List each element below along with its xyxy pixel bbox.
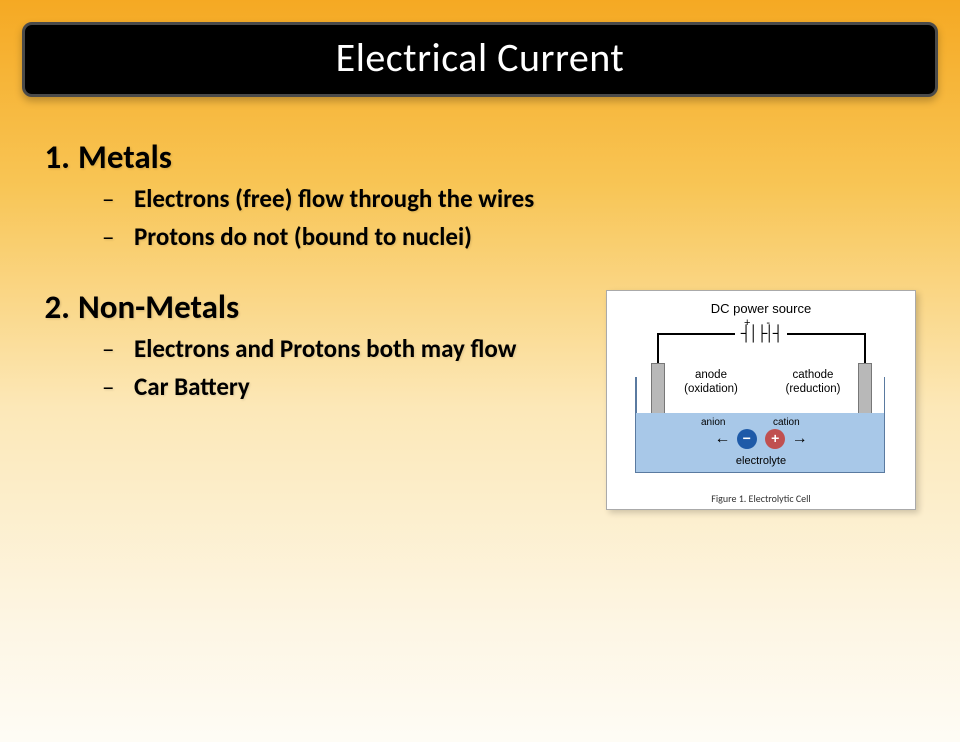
anode-label: anode (oxidation) [673,369,749,397]
arrow-left-icon: ← [714,430,730,447]
bullet-dash: – [102,333,134,365]
wire [657,333,735,335]
list-item: 1. Metals [30,137,570,177]
power-source-label: DC power source [615,301,907,316]
tank-wall [884,377,886,413]
tank-wall [635,377,637,413]
list-item: 2. Non-Metals [30,287,570,327]
anion-icon: − [737,429,757,449]
bullet-dash: – [102,371,134,403]
title-bar: Electrical Current [22,22,938,97]
wire [864,333,866,363]
sublist: – Electrons and Protons both may flow – … [102,333,570,403]
sublist-text: Car Battery [134,371,570,403]
bullet-dash: – [102,183,134,215]
sublist-item: – Car Battery [102,371,570,403]
sublist-text: Electrons and Protons both may flow [134,333,570,365]
list-heading: Non-Metals [78,287,570,327]
sublist-item: – Electrons and Protons both may flow [102,333,570,365]
bullet-dash: – [102,221,134,253]
diagram-body: DC power source +- ┤│├│┤ anode (oxidatio… [615,299,907,489]
list-number: 2. [30,287,78,327]
wire [657,333,659,363]
electrolyte-label: electrolyte [615,455,907,467]
sublist-text: Electrons (free) flow through the wires [134,183,570,215]
list-heading: Metals [78,137,570,177]
list-number: 1. [30,137,78,177]
content-area: 1. Metals – Electrons (free) flow throug… [30,137,570,437]
cathode-label: cathode (reduction) [775,369,851,397]
slide-title: Electrical Current [336,33,625,82]
battery-icon: ┤│├│┤ [741,325,782,342]
wire [787,333,865,335]
sublist-text: Protons do not (bound to nuclei) [134,221,570,253]
cation-icon: + [765,429,785,449]
sublist-item: – Protons do not (bound to nuclei) [102,221,570,253]
ion-row: ← − + → [615,429,907,449]
sublist-item: – Electrons (free) flow through the wire… [102,183,570,215]
anion-label: anion [701,417,725,428]
cation-label: cation [773,417,800,428]
sublist: – Electrons (free) flow through the wire… [102,183,570,253]
arrow-right-icon: → [792,430,808,447]
figure-caption: Figure 1. Electrolytic Cell [615,492,907,505]
electrolytic-cell-diagram: DC power source +- ┤│├│┤ anode (oxidatio… [606,290,916,510]
